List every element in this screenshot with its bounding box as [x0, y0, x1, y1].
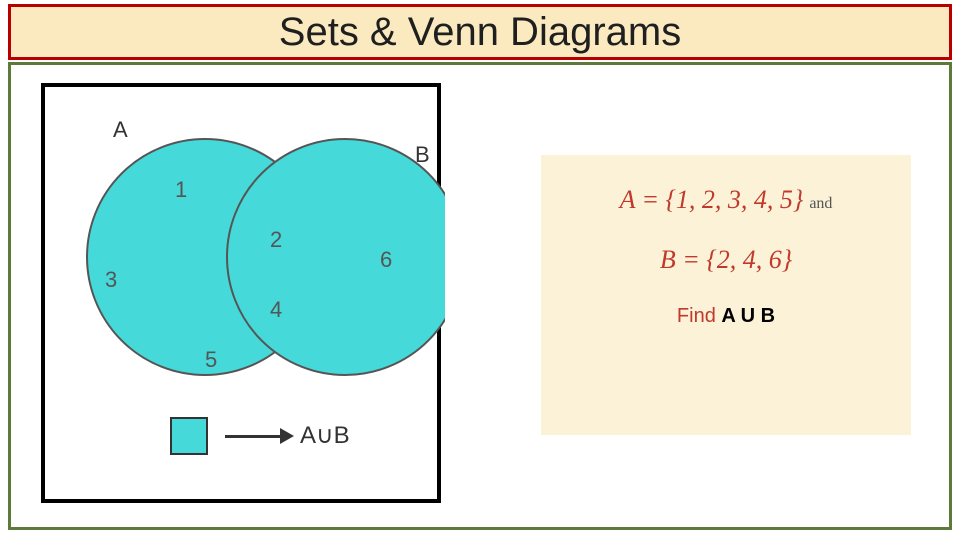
find-prefix: Find [677, 305, 721, 327]
equation-b: B = {2, 4, 6} [660, 245, 792, 275]
info-panel: A = {1, 2, 3, 4, 5} and B = {2, 4, 6} Fi… [541, 155, 911, 435]
venn-container: A B 1 2 3 4 5 6 A∪B [41, 83, 441, 503]
venn-num-2: 2 [270, 227, 282, 253]
venn-label-b: B [415, 142, 430, 168]
venn-num-1: 1 [175, 177, 187, 203]
equation-b-text: B = {2, 4, 6} [660, 245, 792, 275]
venn-num-6: 6 [380, 247, 392, 273]
legend-arrow-head [280, 428, 294, 444]
page-title: Sets & Venn Diagrams [279, 10, 681, 55]
legend-swatch [170, 417, 208, 455]
legend-text: A∪B [300, 421, 350, 450]
equation-a-trail: and [809, 195, 832, 213]
find-line: Find A U B [677, 305, 775, 328]
venn-num-4: 4 [270, 297, 282, 323]
venn-num-5: 5 [205, 347, 217, 373]
venn-label-a: A [113, 117, 128, 143]
find-expr: A U B [721, 305, 775, 327]
equation-a-text: A = {1, 2, 3, 4, 5} [620, 185, 804, 215]
venn-svg [45, 87, 445, 397]
venn-num-3: 3 [105, 267, 117, 293]
main-frame: A B 1 2 3 4 5 6 A∪B A = {1, 2, 3, 4, 5} … [8, 62, 952, 530]
title-bar: Sets & Venn Diagrams [8, 4, 952, 60]
equation-a: A = {1, 2, 3, 4, 5} and [620, 185, 833, 215]
legend-arrow-line [225, 435, 280, 438]
